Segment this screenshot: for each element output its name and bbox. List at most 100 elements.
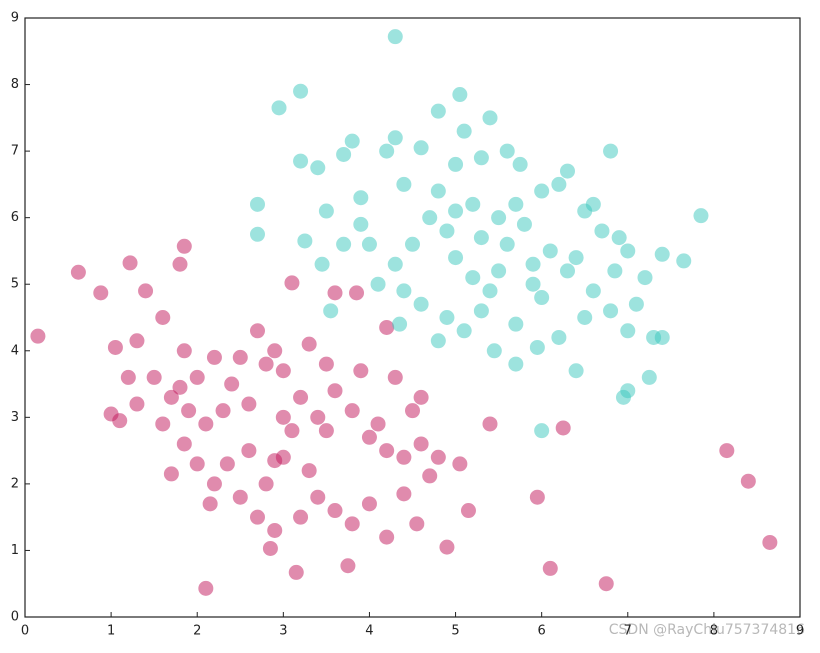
point [534, 183, 550, 199]
point [491, 263, 507, 279]
point [405, 403, 420, 419]
point [387, 130, 403, 146]
point [529, 489, 545, 505]
point [267, 453, 283, 469]
point [370, 416, 386, 432]
point [439, 223, 455, 239]
point [654, 246, 670, 262]
x-tick-label: 8 [710, 624, 718, 639]
point [189, 369, 205, 385]
point [232, 349, 248, 365]
point [379, 319, 395, 335]
point [284, 275, 300, 291]
point [430, 333, 446, 349]
point [396, 283, 412, 299]
point [176, 238, 192, 254]
point [637, 270, 653, 286]
point [379, 143, 395, 159]
point [525, 256, 541, 272]
point [560, 263, 575, 279]
point [439, 310, 455, 325]
point [344, 403, 360, 419]
point [267, 343, 283, 359]
point [215, 403, 231, 419]
point [189, 456, 205, 472]
point [491, 210, 507, 226]
point [534, 290, 550, 306]
point [241, 396, 257, 412]
point [387, 369, 403, 385]
point [387, 29, 403, 45]
point [534, 423, 550, 439]
point [611, 230, 627, 246]
point [198, 416, 214, 432]
point [396, 449, 412, 465]
point [120, 369, 136, 385]
point [336, 236, 352, 252]
point [318, 203, 334, 219]
point [155, 416, 171, 432]
x-tick-label: 5 [451, 624, 459, 639]
point [452, 87, 468, 103]
point [297, 233, 313, 249]
point [396, 486, 412, 502]
point [473, 303, 489, 319]
point [676, 253, 692, 269]
point [258, 356, 274, 372]
point [293, 153, 309, 169]
point [508, 316, 524, 332]
point [267, 522, 283, 538]
point [762, 534, 778, 550]
point [452, 456, 468, 472]
point [284, 423, 300, 439]
point [293, 509, 309, 525]
point [448, 250, 464, 266]
point [138, 283, 154, 299]
point [353, 216, 369, 232]
point [409, 516, 425, 532]
point [413, 436, 429, 452]
point [456, 323, 472, 339]
point [529, 339, 545, 355]
x-tick-label: 4 [365, 624, 373, 639]
point [508, 356, 524, 372]
point [310, 489, 326, 505]
point [615, 389, 631, 405]
point [340, 558, 356, 574]
point [129, 333, 145, 349]
point [603, 303, 619, 319]
point [430, 183, 446, 199]
point [250, 509, 265, 525]
y-tick-label: 9 [11, 11, 19, 26]
point [155, 310, 171, 325]
point [482, 283, 498, 299]
point [129, 396, 145, 412]
point [163, 466, 179, 482]
point [542, 560, 558, 576]
y-tick-label: 1 [11, 543, 19, 558]
point [473, 150, 489, 166]
y-tick-label: 4 [11, 343, 19, 358]
point [598, 576, 614, 592]
point [146, 369, 162, 385]
point [456, 123, 472, 139]
point [250, 196, 265, 212]
point [379, 529, 395, 545]
point [224, 376, 240, 392]
point [310, 409, 326, 425]
x-tick-label: 3 [279, 624, 287, 639]
point [241, 443, 257, 459]
point [482, 416, 498, 432]
point [525, 276, 541, 292]
point [430, 103, 446, 119]
point [448, 156, 464, 172]
point [392, 316, 408, 332]
point [620, 323, 636, 339]
plot-frame [24, 17, 801, 618]
point [603, 143, 619, 159]
point [250, 226, 265, 242]
point [361, 429, 377, 445]
point [361, 236, 377, 252]
